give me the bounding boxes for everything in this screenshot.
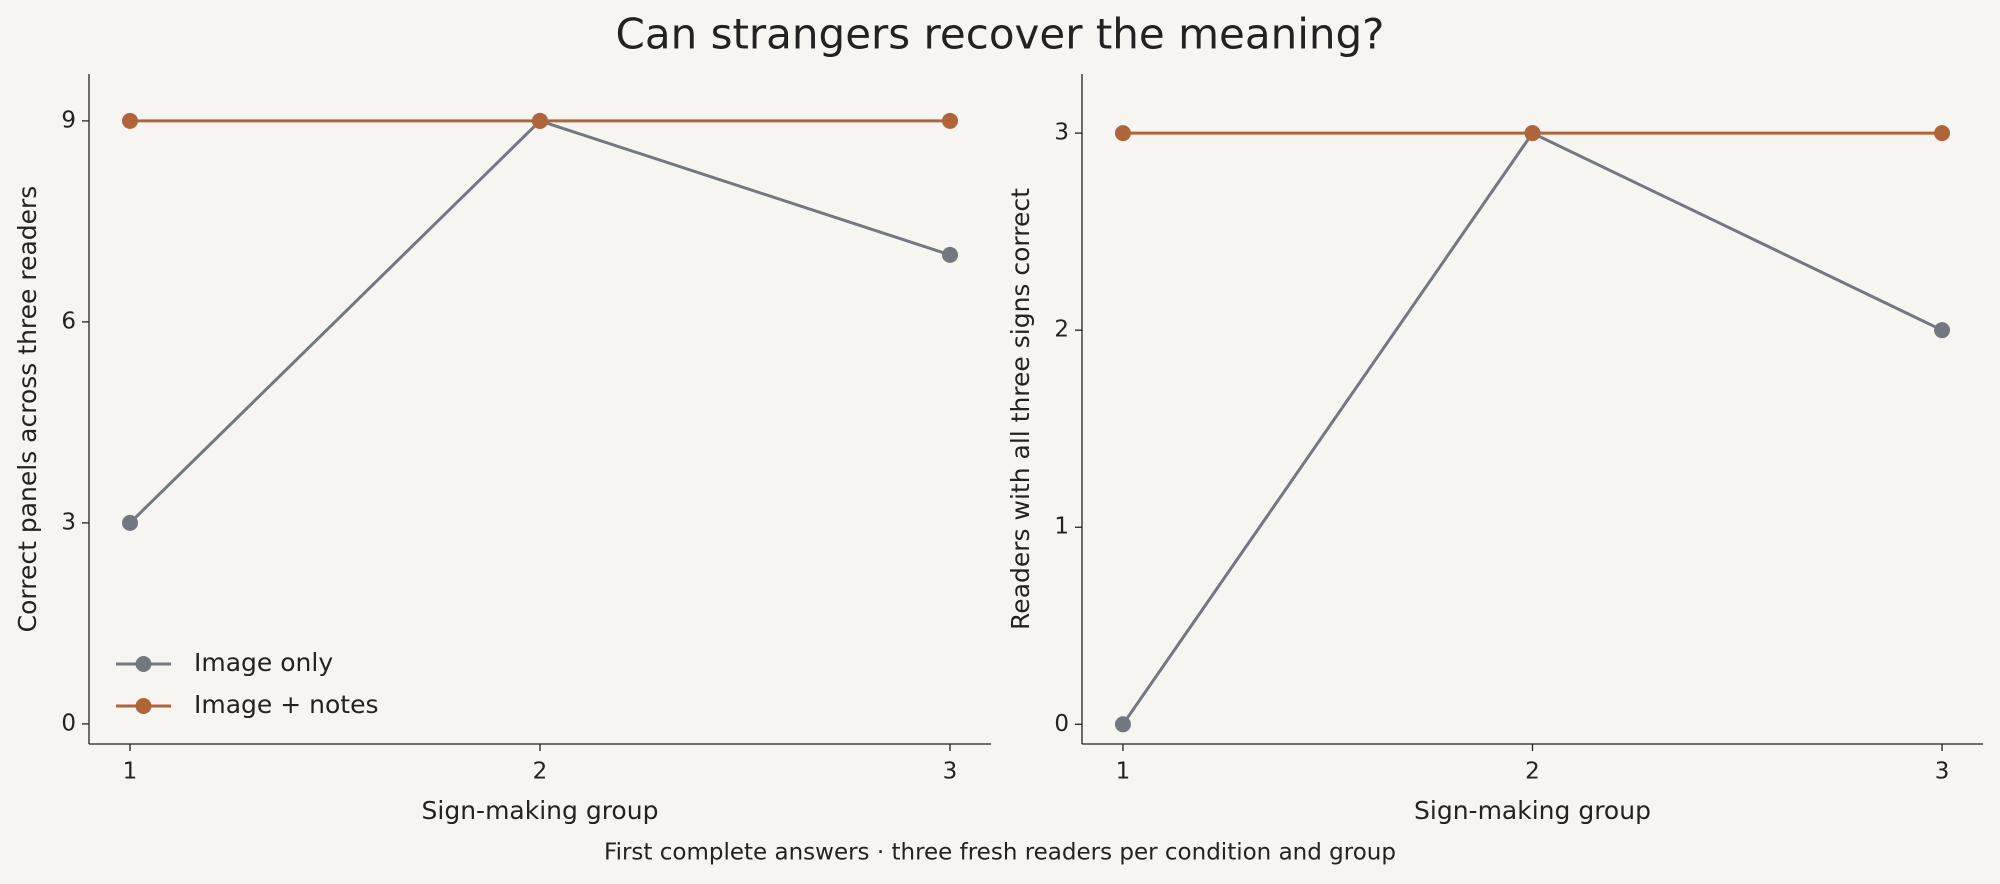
y-tick-label: 9 <box>61 107 76 133</box>
series-marker <box>942 112 958 129</box>
y-axis-label: Readers with all three signs correct <box>1006 188 1035 630</box>
x-tick-label: 3 <box>1935 759 1950 785</box>
legend-marker <box>135 656 152 672</box>
series-marker <box>1114 716 1131 733</box>
x-tick-label: 1 <box>123 759 138 785</box>
x-axis-label: Sign-making group <box>422 796 659 825</box>
legend-label: Image only <box>194 648 333 677</box>
y-tick-label: 1 <box>1054 514 1069 540</box>
y-tick-label: 3 <box>61 509 76 535</box>
y-axis-label: Correct panels across three readers <box>13 186 42 633</box>
series-marker <box>532 112 548 129</box>
y-tick-label: 0 <box>1054 711 1069 737</box>
series-marker <box>1524 125 1541 142</box>
series-marker <box>1934 125 1951 142</box>
x-tick-label: 1 <box>1116 759 1131 785</box>
y-tick-label: 0 <box>61 710 76 736</box>
y-tick-label: 2 <box>1054 317 1069 343</box>
figure-title: Can strangers recover the meaning? <box>616 10 1385 59</box>
x-tick-label: 2 <box>533 759 548 785</box>
x-axis-label: Sign-making group <box>1414 796 1651 825</box>
legend-marker <box>135 698 152 714</box>
y-tick-label: 6 <box>61 308 76 334</box>
series-marker <box>1934 322 1951 339</box>
series-marker <box>1114 125 1131 142</box>
y-tick-label: 3 <box>1054 120 1069 146</box>
series-marker <box>942 246 958 263</box>
caption: First complete answers · three fresh rea… <box>604 840 1396 866</box>
x-tick-label: 2 <box>1525 759 1540 785</box>
legend-label: Image + notes <box>194 690 379 719</box>
x-tick-label: 3 <box>943 759 958 785</box>
series-marker <box>122 514 138 531</box>
series-marker <box>122 112 138 129</box>
